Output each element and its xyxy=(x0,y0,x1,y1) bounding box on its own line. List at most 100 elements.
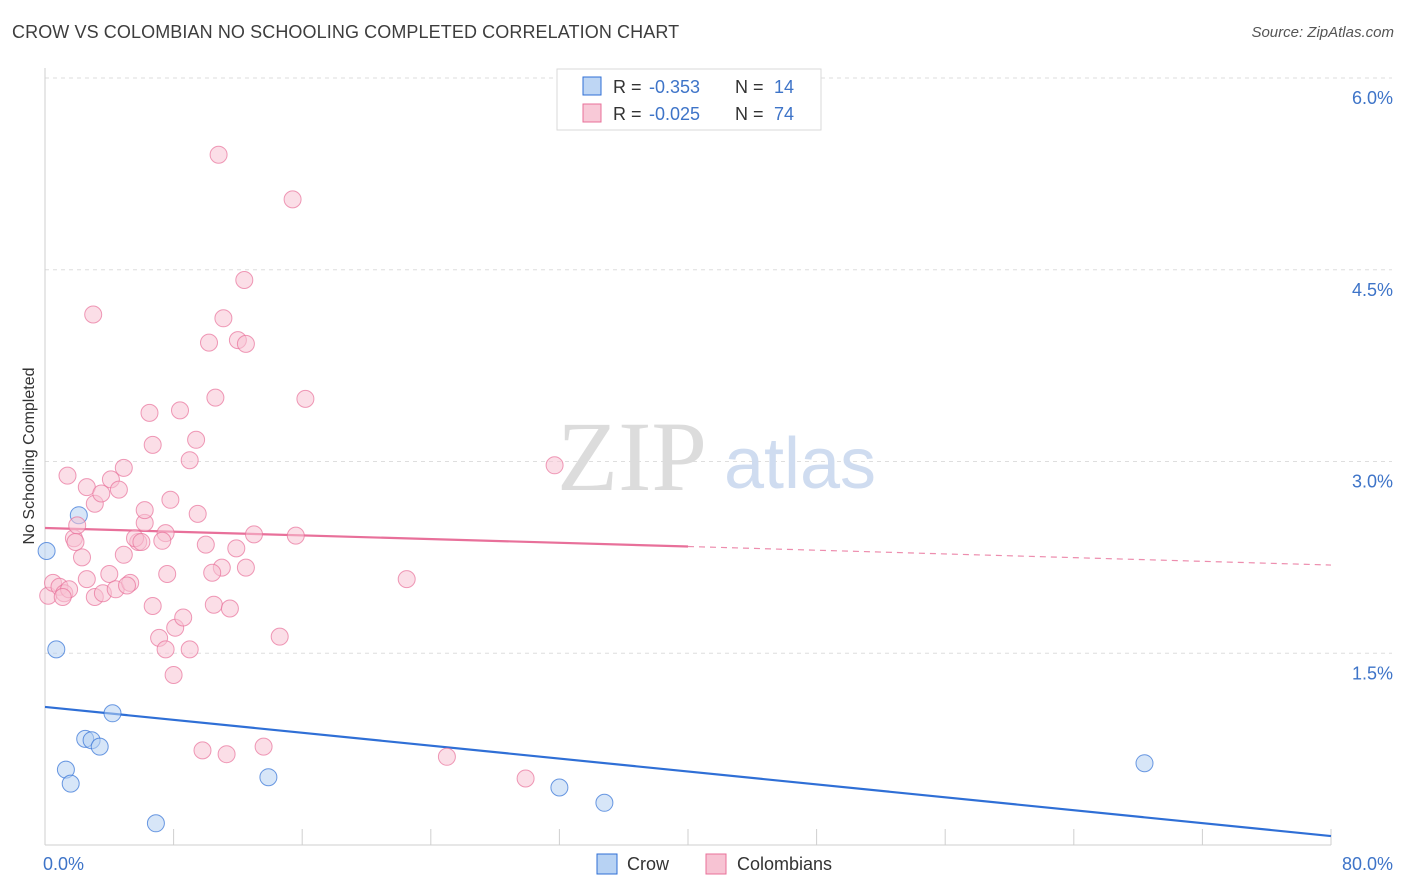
colombians-point-38 xyxy=(135,501,154,520)
colombians-point-46 xyxy=(200,333,218,352)
watermark-atlas: atlas xyxy=(724,424,876,504)
crow-n-label: N = xyxy=(735,77,764,97)
crow-point-8 xyxy=(61,774,80,793)
colombians-point-73 xyxy=(236,558,255,577)
colombians-point-63 xyxy=(437,747,456,766)
colombians-point-47 xyxy=(203,563,222,582)
colombians-point-6 xyxy=(73,548,91,567)
colombians-point-72 xyxy=(227,539,246,558)
crow-point-10 xyxy=(550,778,569,797)
watermark: ZIP atlas xyxy=(557,401,876,512)
crow-r-value: -0.353 xyxy=(649,77,700,97)
colombians-point-42 xyxy=(161,490,180,509)
colombians-r-label: R = xyxy=(613,104,642,124)
colombians-point-62 xyxy=(254,737,273,756)
colombians-point-48 xyxy=(206,388,225,407)
source-label: Source: ZipAtlas.com xyxy=(1251,24,1394,41)
y-tick-labels: 1.5% 3.0% 4.5% 6.0% xyxy=(1352,88,1393,683)
colombians-point-30 xyxy=(58,466,77,485)
colombians-point-57 xyxy=(84,305,103,324)
grid-lines xyxy=(45,77,1392,654)
colombians-trend-line xyxy=(44,526,689,548)
colombians-point-24 xyxy=(204,595,223,614)
colombians-r-value: -0.025 xyxy=(649,104,700,124)
colombians-point-51 xyxy=(235,271,254,289)
colombians-point-28 xyxy=(236,334,255,353)
crow-point-2 xyxy=(47,640,66,659)
y-tick-label-1: 3.0% xyxy=(1352,472,1393,492)
y-tick-label-0: 1.5% xyxy=(1352,663,1393,683)
colombians-point-39 xyxy=(140,403,159,422)
y-tick-label-2: 4.5% xyxy=(1352,280,1393,300)
colombians-point-53 xyxy=(283,190,302,209)
colombians-point-7 xyxy=(77,570,96,589)
colombians-point-65 xyxy=(545,456,564,475)
y-axis-label: No Schooling Completed xyxy=(21,368,38,545)
crow-point-11 xyxy=(595,793,614,812)
colombians-point-23 xyxy=(196,535,215,554)
colombians-point-70 xyxy=(132,533,151,551)
crow-point-9 xyxy=(259,768,278,787)
colombians-point-68 xyxy=(66,533,85,551)
crow-point-3 xyxy=(103,704,122,723)
x-tick-labels: 0.0% 80.0% xyxy=(43,854,1393,874)
stats-legend: R = -0.353 N = 14 R = -0.025 N = 74 xyxy=(556,68,822,131)
colombians-point-26 xyxy=(220,599,239,618)
axes xyxy=(44,68,1332,846)
x-tick-label-0: 0.0% xyxy=(43,854,84,874)
colombians-point-18 xyxy=(158,565,177,583)
trend-lines xyxy=(44,526,1332,838)
chart-title: CROW VS COLOMBIAN NO SCHOOLING COMPLETED… xyxy=(12,22,680,42)
colombians-point-16 xyxy=(143,597,162,615)
colombians-point-20 xyxy=(174,608,193,627)
colombians-n-label: N = xyxy=(735,104,764,124)
colombians-point-29 xyxy=(245,525,263,544)
data-points xyxy=(37,145,1154,833)
legend-crow-swatch xyxy=(596,853,618,875)
crow-legend-swatch xyxy=(582,76,602,96)
legend-colombians-swatch xyxy=(705,853,727,875)
colombians-point-67 xyxy=(53,588,72,606)
crow-trend-line xyxy=(44,705,1332,838)
crow-point-13 xyxy=(1135,754,1154,773)
colombians-point-12 xyxy=(114,545,133,564)
colombians-point-43 xyxy=(171,401,189,420)
colombians-point-54 xyxy=(286,526,305,545)
colombians-trend-line-extension xyxy=(687,545,1332,566)
legend-colombians-label: Colombians xyxy=(737,854,832,874)
colombians-point-44 xyxy=(180,451,199,470)
colombians-point-61 xyxy=(217,745,236,764)
legend-crow-label: Crow xyxy=(627,854,670,874)
colombians-point-36 xyxy=(114,458,133,477)
x-tick-label-1: 80.0% xyxy=(1342,854,1393,874)
colombians-point-69 xyxy=(118,576,136,595)
colombians-point-66 xyxy=(68,516,87,535)
colombians-point-40 xyxy=(143,435,162,454)
colombians-point-59 xyxy=(156,640,175,659)
colombians-point-58 xyxy=(164,666,183,684)
colombians-point-52 xyxy=(270,627,289,646)
colombians-point-56 xyxy=(397,570,416,589)
watermark-zip: ZIP xyxy=(557,401,707,512)
colombians-legend-swatch xyxy=(582,103,602,123)
colombians-point-33 xyxy=(92,484,111,503)
colombians-point-45 xyxy=(187,430,206,449)
crow-point-12 xyxy=(146,814,165,833)
series-legend: Crow Colombians xyxy=(596,853,832,875)
colombians-point-55 xyxy=(296,389,315,408)
colombians-n-value: 74 xyxy=(774,104,794,124)
colombians-point-64 xyxy=(516,769,535,788)
crow-point-0 xyxy=(37,542,56,560)
colombians-point-60 xyxy=(193,741,212,760)
colombians-point-21 xyxy=(180,640,199,659)
colombians-point-35 xyxy=(109,480,128,499)
colombians-point-49 xyxy=(209,145,228,164)
colombians-point-10 xyxy=(100,565,119,583)
crow-r-label: R = xyxy=(613,77,642,97)
colombians-point-50 xyxy=(214,309,233,328)
crow-point-6 xyxy=(90,737,109,756)
y-tick-label-3: 6.0% xyxy=(1352,88,1393,108)
colombians-point-22 xyxy=(188,504,207,523)
colombians-point-71 xyxy=(153,531,172,550)
